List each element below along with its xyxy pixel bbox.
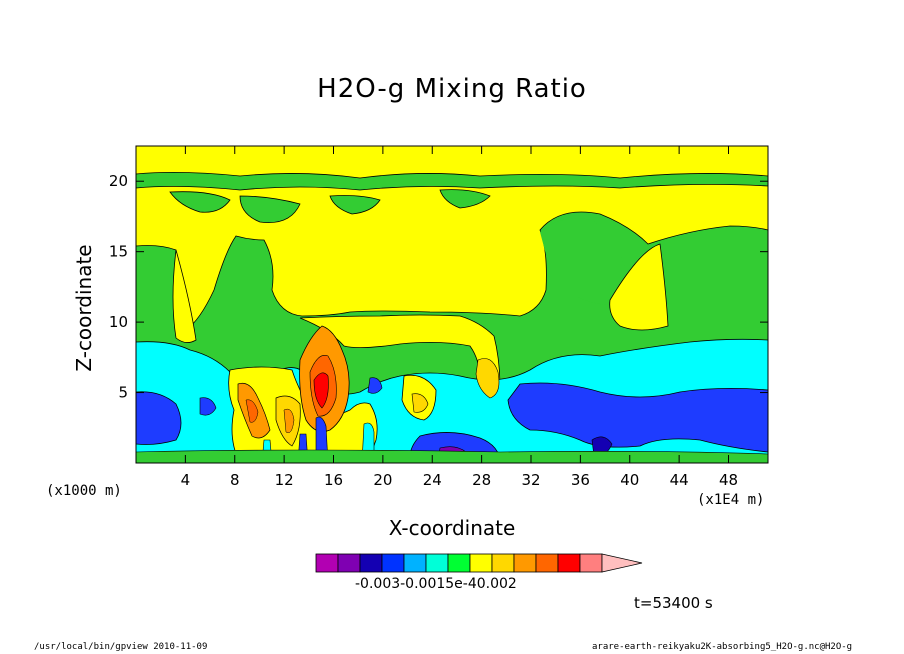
x-tick-label: 36 bbox=[571, 471, 590, 489]
field-blue-left bbox=[136, 391, 182, 445]
footer-left: /usr/local/bin/gpview 2010-11-09 bbox=[34, 642, 208, 652]
y-axis-label: Z-coordinate bbox=[72, 244, 96, 372]
x-tick-label: 8 bbox=[230, 471, 240, 489]
plot-area bbox=[136, 146, 768, 463]
colorbar-swatch bbox=[425, 553, 449, 573]
x-tick-label: 4 bbox=[181, 471, 191, 489]
y-tick-label: 15 bbox=[109, 243, 128, 261]
x-tick-label: 20 bbox=[373, 471, 392, 489]
colorbar-swatch bbox=[513, 553, 537, 573]
colorbar-swatch bbox=[403, 553, 427, 573]
plot-frame bbox=[135, 145, 769, 464]
colorbar-swatch bbox=[337, 553, 361, 573]
x-tick-label: 44 bbox=[670, 471, 689, 489]
colorbar-arrow bbox=[601, 553, 643, 573]
colorbar-swatch bbox=[535, 553, 559, 573]
field-top-strip bbox=[136, 172, 768, 191]
field-updraft-base bbox=[228, 366, 378, 463]
colorbar-swatch bbox=[381, 553, 405, 573]
x-tick-label: 16 bbox=[324, 471, 343, 489]
colorbar-swatch bbox=[557, 553, 581, 573]
x-axis-label: X-coordinate bbox=[388, 516, 516, 540]
x-unit-right: (x1E4 m) bbox=[697, 492, 765, 508]
field-yellow-right bbox=[609, 243, 669, 331]
colorbar-swatch bbox=[491, 553, 515, 573]
field-cloud-2 bbox=[239, 195, 301, 223]
x-unit-left: (x1000 m) bbox=[46, 483, 122, 499]
colorbar-swatch bbox=[469, 553, 493, 573]
y-tick-label: 10 bbox=[109, 313, 128, 331]
x-tick-label: 48 bbox=[719, 471, 738, 489]
y-tick-label: 5 bbox=[118, 384, 128, 402]
field-red-core bbox=[313, 372, 329, 409]
colorbar-swatch bbox=[579, 553, 603, 573]
x-tick-label: 28 bbox=[472, 471, 491, 489]
x-tick-label: 32 bbox=[521, 471, 540, 489]
colorbar-swatch bbox=[315, 553, 339, 573]
time-label: t=53400 s bbox=[634, 594, 713, 612]
colorbar-swatch bbox=[359, 553, 383, 573]
colorbar-labels: -0.003-0.0015e-40.002 bbox=[355, 576, 517, 592]
field-cloud-3 bbox=[329, 195, 381, 215]
footer-right: arare-earth-reikyaku2K-absorbing5_H2O-g.… bbox=[592, 642, 853, 652]
y-tick-label: 20 bbox=[109, 172, 128, 190]
colorbar bbox=[315, 553, 643, 573]
x-tick-label: 24 bbox=[423, 471, 442, 489]
x-tick-label: 12 bbox=[275, 471, 294, 489]
field-blue-right bbox=[507, 382, 768, 453]
x-tick-label: 40 bbox=[620, 471, 639, 489]
chart-title: H2O-g Mixing Ratio bbox=[317, 74, 587, 104]
colorbar-swatch bbox=[447, 553, 471, 573]
field-cloud-1 bbox=[169, 191, 231, 213]
field-cloud-4 bbox=[439, 189, 491, 209]
